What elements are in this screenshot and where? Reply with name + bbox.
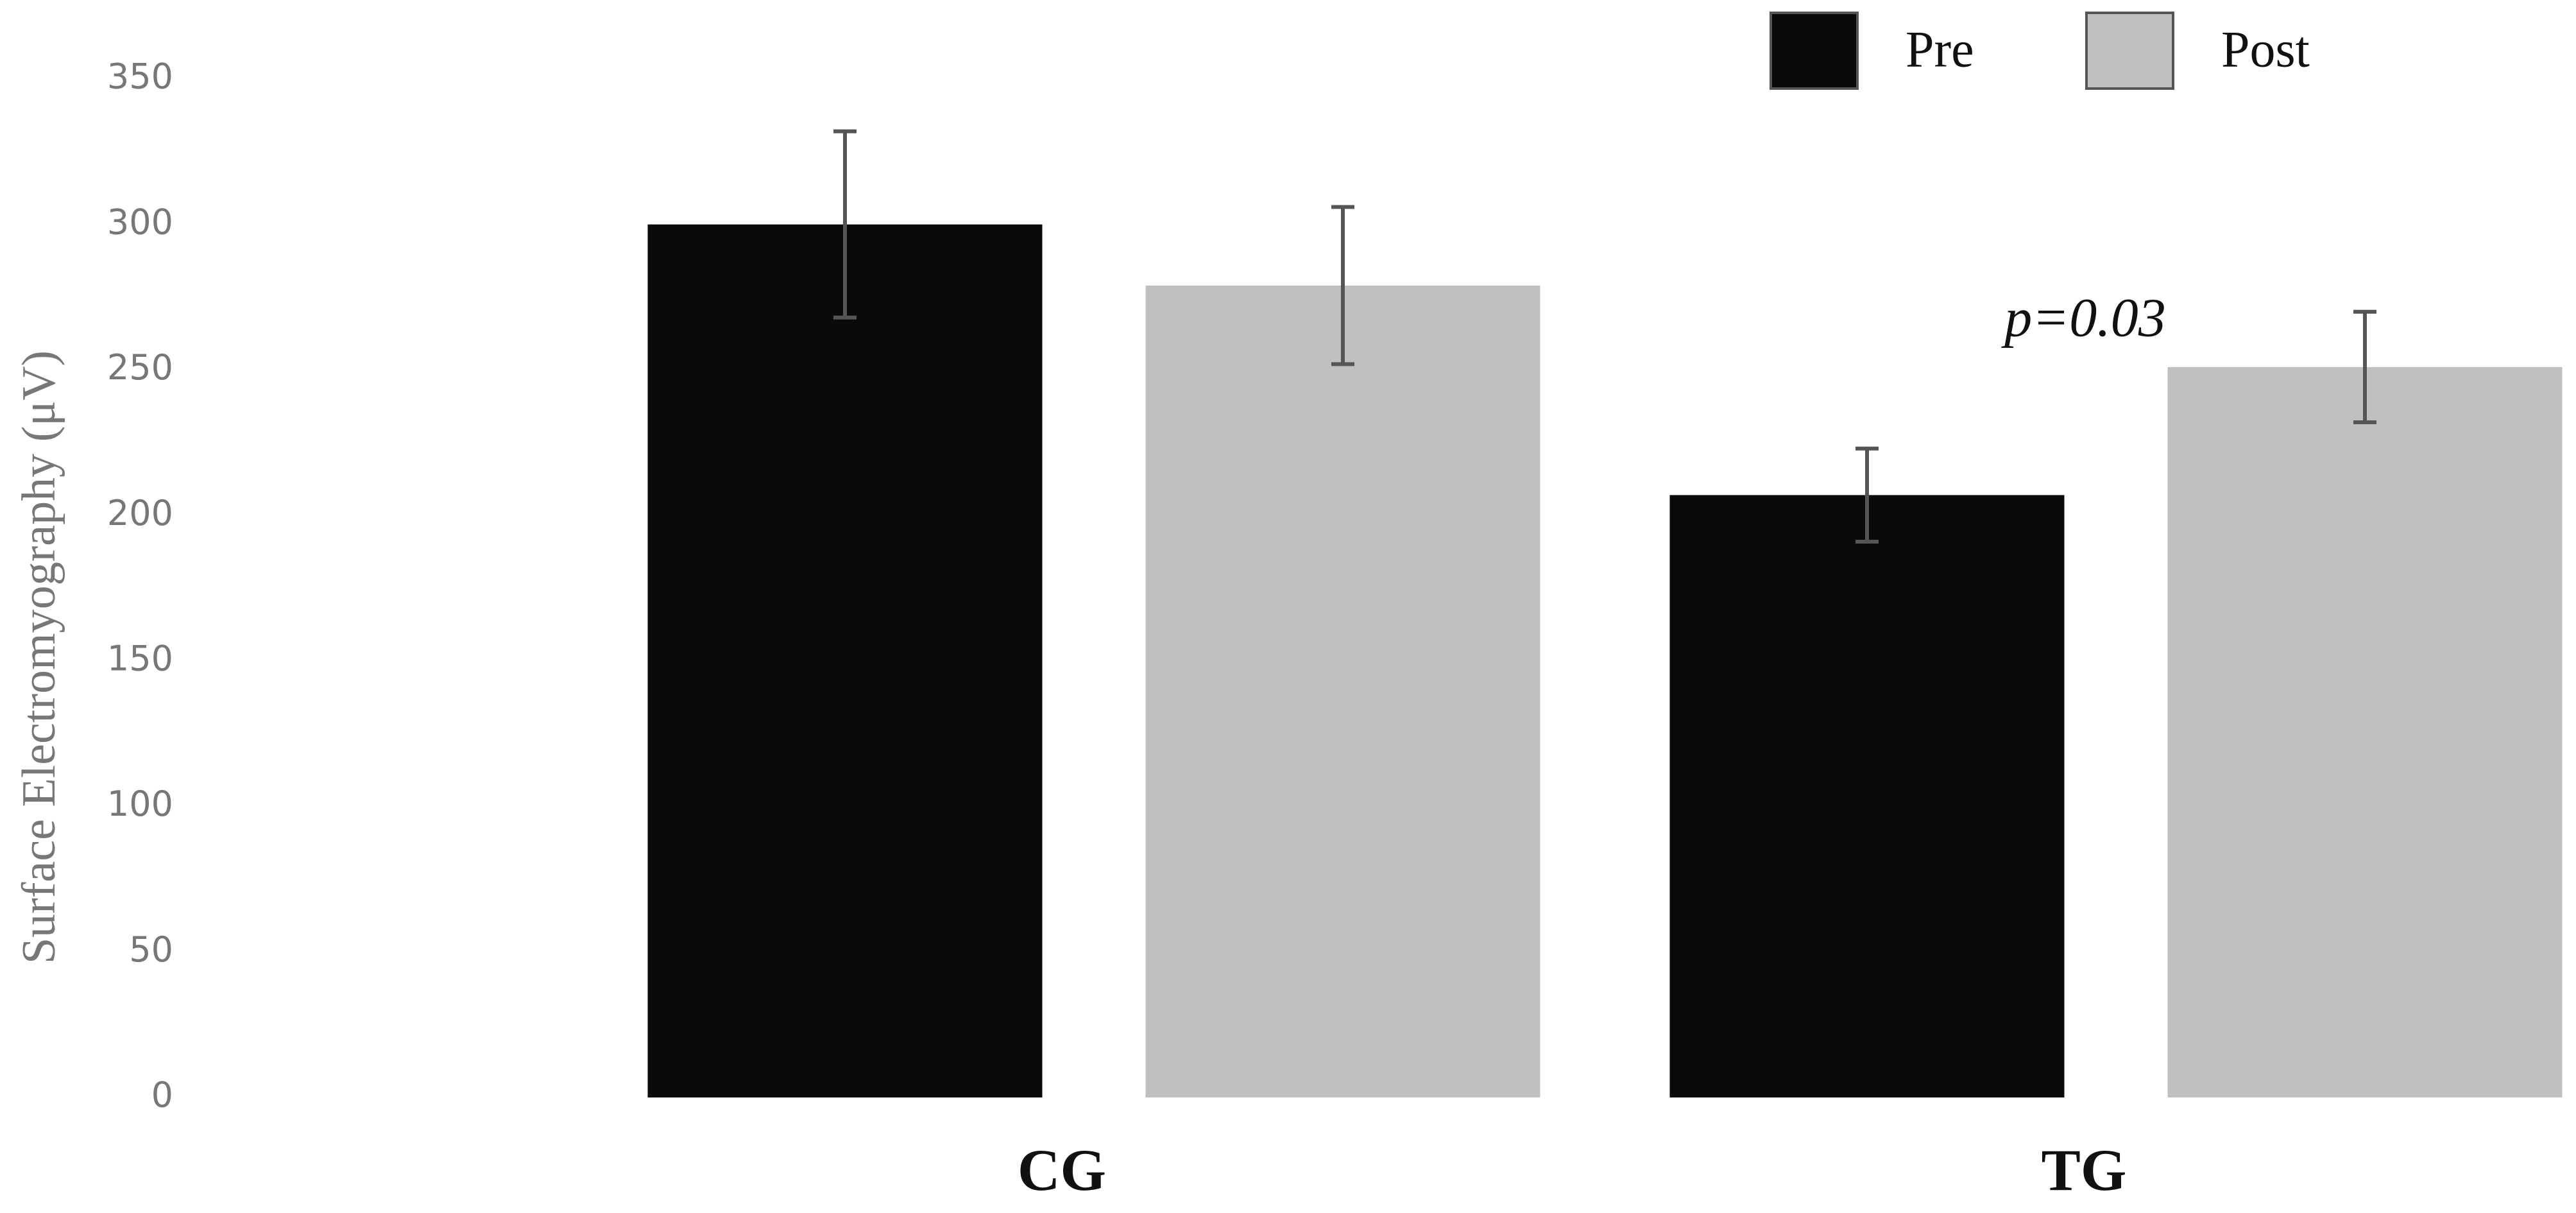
bar: [647, 224, 1043, 1097]
y-tick-label: 250: [107, 347, 173, 388]
y-tick-label: 300: [107, 202, 173, 242]
y-axis-label: Surface Electromyography (μV): [13, 350, 65, 964]
bar: [1145, 285, 1540, 1097]
error-bar: [2353, 309, 2376, 425]
error-bar: [1855, 446, 1879, 544]
annotation: p=0.03: [2000, 287, 2166, 348]
error-bar: [1331, 205, 1354, 366]
x-tick-label: TG: [2042, 1137, 2127, 1203]
x-tick-label: CG: [1018, 1137, 1106, 1203]
legend-swatch: [1770, 12, 1859, 90]
y-tick-label: 100: [107, 784, 173, 824]
bar: [1669, 495, 2065, 1097]
y-tick-label: 350: [107, 56, 173, 97]
legend-label: Pre: [1906, 21, 1974, 78]
y-tick-label: 200: [107, 493, 173, 533]
y-tick-label: 0: [151, 1075, 173, 1115]
error-bar: [833, 129, 857, 320]
legend-swatch: [2085, 12, 2174, 90]
y-tick-label: 50: [129, 929, 173, 970]
y-tick-label: 150: [107, 638, 173, 678]
legend-label: Post: [2221, 21, 2310, 78]
bar: [2167, 366, 2563, 1097]
